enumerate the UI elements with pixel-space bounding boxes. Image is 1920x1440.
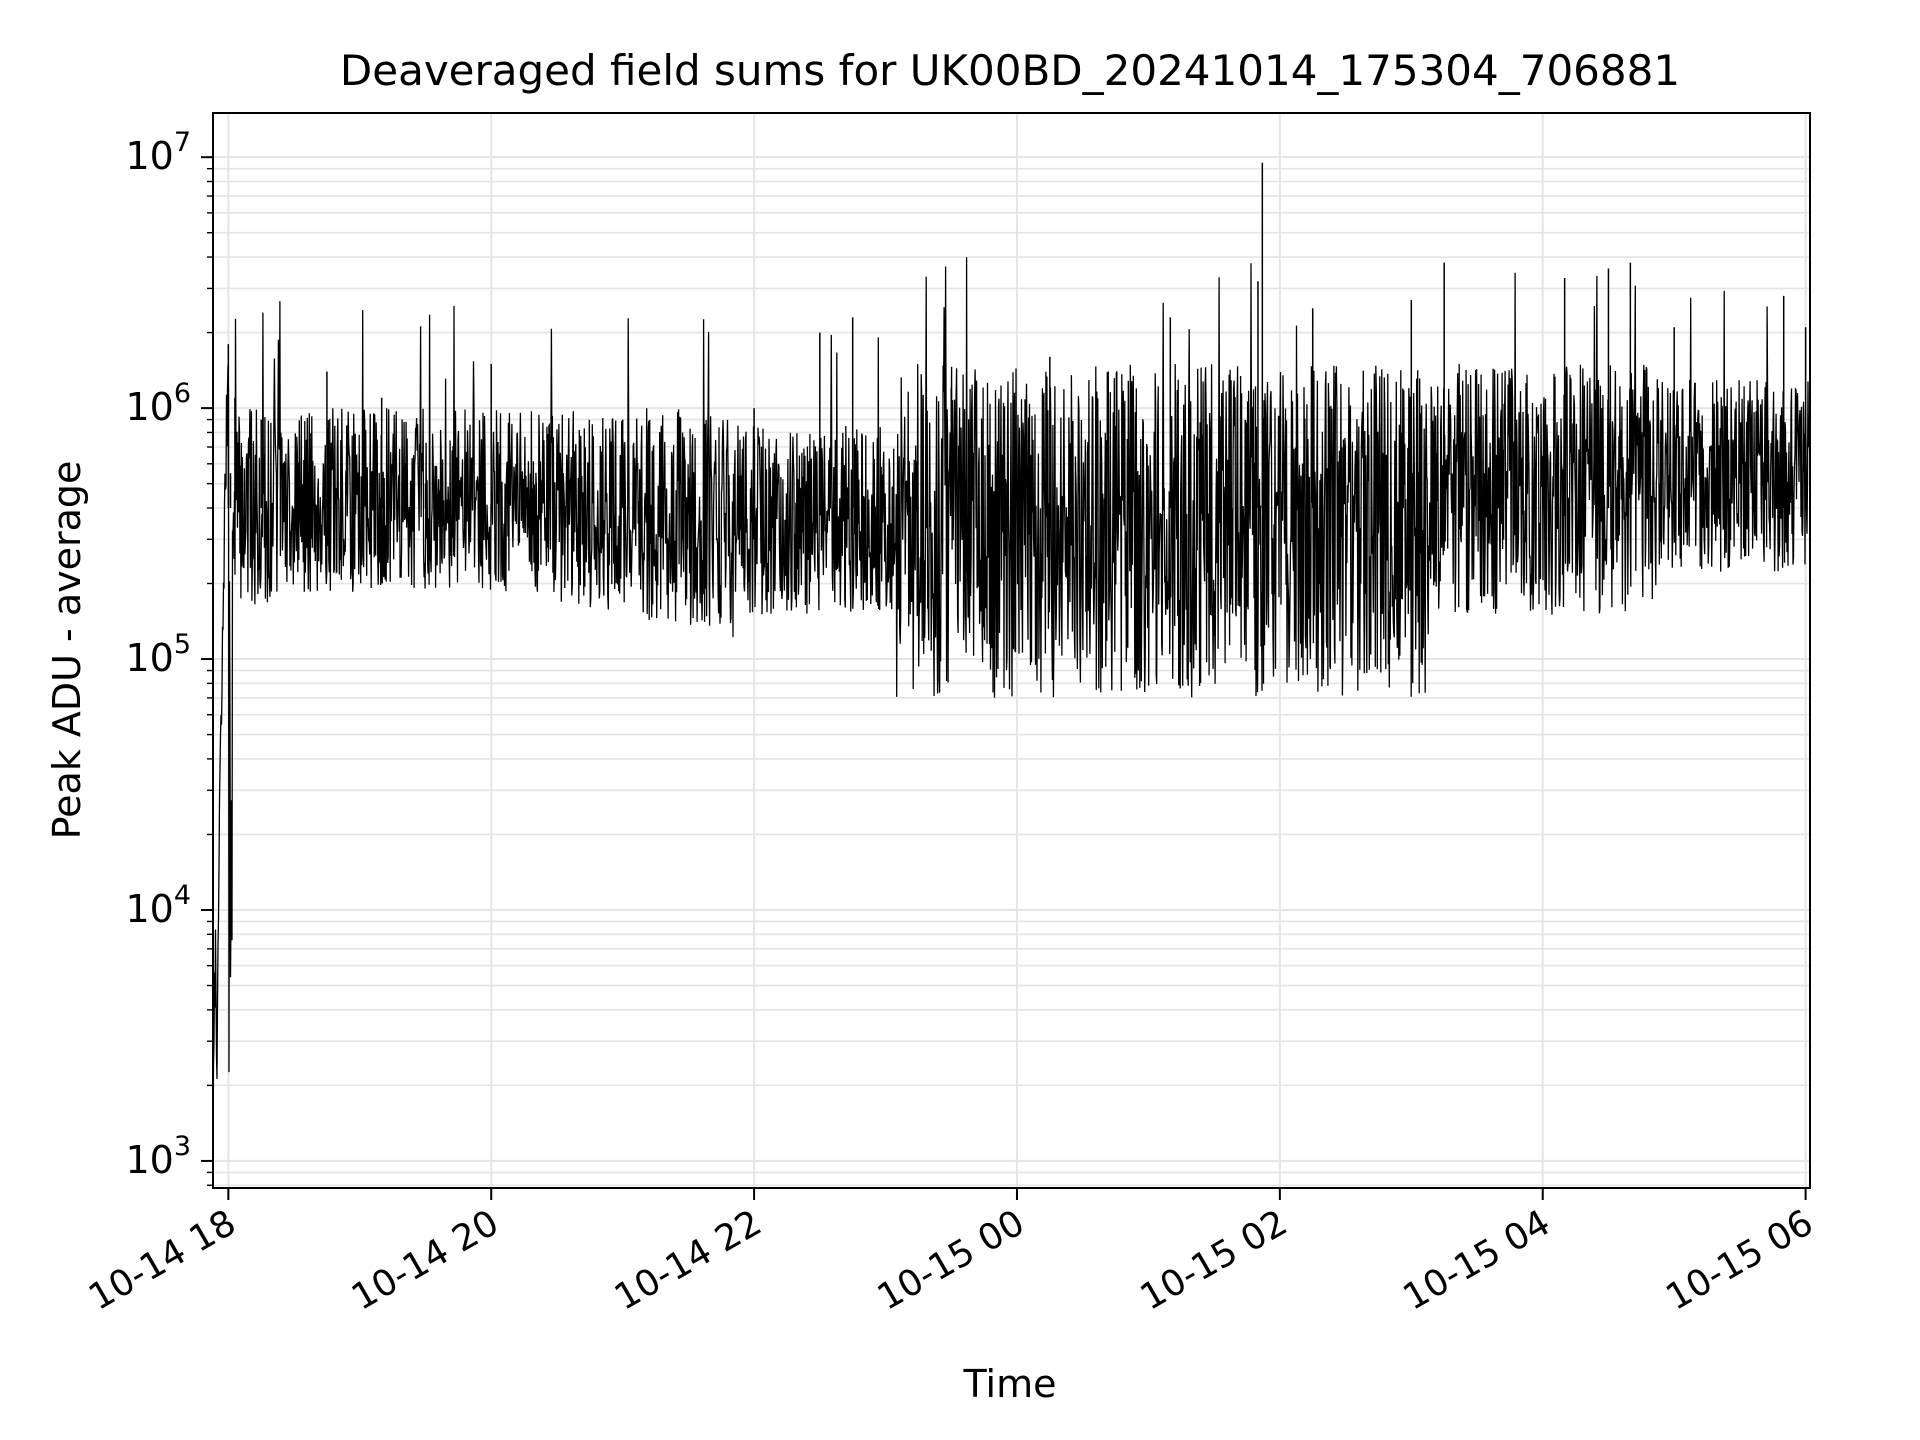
y-tick-label: 105	[125, 629, 191, 680]
y-tick-label-exponent: 5	[174, 629, 191, 660]
y-tick-label: 104	[125, 880, 191, 931]
y-tick-label-exponent: 7	[174, 127, 191, 158]
plot-area-frame	[212, 112, 1811, 1189]
y-tick-label: 106	[125, 378, 191, 429]
y-tick-label: 103	[125, 1131, 191, 1182]
y-tick-label: 107	[125, 127, 191, 178]
y-tick-label-base: 10	[125, 1138, 173, 1182]
y-tick-label-base: 10	[125, 385, 173, 429]
y-tick-label-base: 10	[125, 887, 173, 931]
y-tick-label-base: 10	[125, 134, 173, 178]
y-tick-label-exponent: 4	[174, 880, 191, 911]
series-line	[212, 257, 1811, 1167]
chart-title: Deaveraged field sums for UK00BD_2024101…	[340, 46, 1680, 95]
y-tick-label-exponent: 6	[174, 378, 191, 409]
y-axis-label: Peak ADU - average	[45, 461, 89, 840]
y-tick-label-base: 10	[125, 636, 173, 680]
x-axis-label: Time	[963, 1362, 1057, 1406]
y-tick-label-exponent: 3	[174, 1131, 191, 1162]
